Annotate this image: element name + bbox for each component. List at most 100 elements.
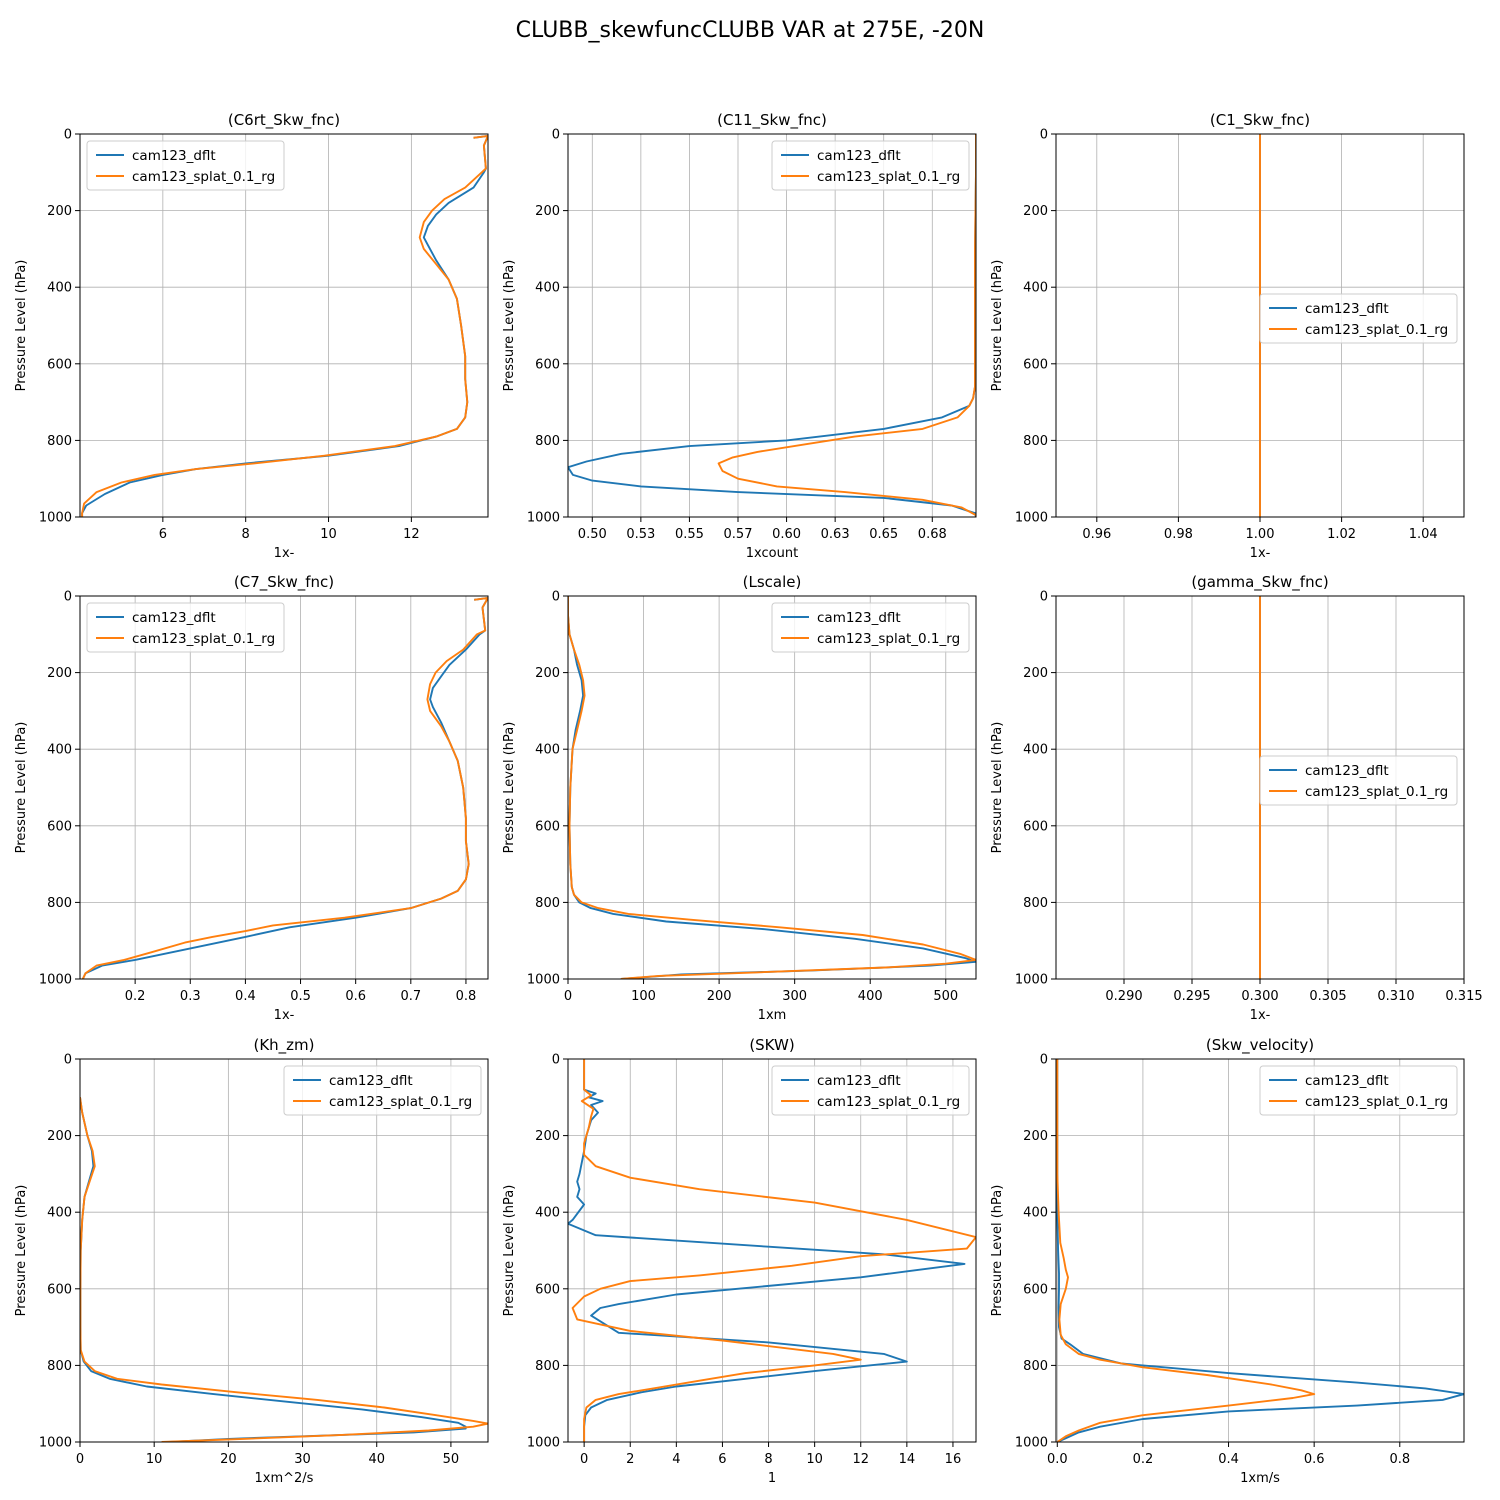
y-tick-label: 800 xyxy=(47,434,72,449)
series-line-dflt xyxy=(568,596,976,979)
x-tick-label: 0.96 xyxy=(1082,527,1111,542)
legend-box xyxy=(771,602,970,653)
y-tick-label: 600 xyxy=(535,819,560,834)
y-tick-label: 400 xyxy=(47,1206,72,1221)
panel-title: (C7_Skw_fnc) xyxy=(234,573,334,592)
legend-label: cam123_dflt xyxy=(817,610,901,626)
panel-title: (Skw_velocity) xyxy=(1206,1036,1314,1055)
panel-title: (gamma_Skw_fnc) xyxy=(1191,573,1328,592)
panels: 6 8 10 1202004006008001000(C6rt_Skw_fnc)1x-… xyxy=(14,111,1483,1486)
legend-box xyxy=(771,140,970,191)
x-tick-label: 14 xyxy=(899,1452,916,1467)
x-tick-label: 0.65 xyxy=(869,527,898,542)
panel-title: (C1_Skw_fnc) xyxy=(1210,111,1310,130)
x-tick-label: 0 xyxy=(564,989,572,1004)
y-axis-label: Pressure Level (hPa) xyxy=(990,260,1005,392)
series-group xyxy=(568,596,976,979)
series-group xyxy=(568,1059,976,1442)
axes-frame xyxy=(567,133,977,518)
y-axis-label: Pressure Level (hPa) xyxy=(990,1185,1005,1317)
legend-label: cam123_splat_0.1_rg xyxy=(1305,784,1448,800)
legend: cam123_dflt cam123_splat_0.1_rg xyxy=(1259,755,1458,806)
y-tick-label: 600 xyxy=(1023,1282,1048,1297)
series-line-dflt xyxy=(1056,1059,1464,1442)
legend: cam123_dflt cam123_splat_0.1_rg xyxy=(283,1065,482,1116)
x-tick-label: 500 xyxy=(933,989,958,1004)
y-tick-label: 0 xyxy=(552,590,560,605)
y-axis-label: Pressure Level (hPa) xyxy=(14,260,29,392)
x-axis-label: 1xm xyxy=(758,1008,787,1023)
axes-frame xyxy=(567,1058,977,1443)
x-tick-label: 10 xyxy=(320,527,337,542)
series-group xyxy=(568,134,976,517)
y-tick-label: 600 xyxy=(47,357,72,372)
y-tick-label: 0 xyxy=(1040,590,1048,605)
y-tick-label: 200 xyxy=(1023,204,1048,219)
y-axis-label: Pressure Level (hPa) xyxy=(990,722,1005,854)
legend-label: cam123_dflt xyxy=(132,148,216,164)
panel-4: 0.2 0.3 0.4 0.5 0.6 0.7 0.8 0 200 400 600 800 1000 (C… xyxy=(14,573,489,1023)
y-tick-label: 1000 xyxy=(39,1436,72,1451)
x-tick-label: 1.02 xyxy=(1327,527,1356,542)
y-tick-label: 400 xyxy=(535,281,560,296)
x-axis-label: 1x- xyxy=(1250,546,1271,561)
y-tick-label: 400 xyxy=(535,1206,560,1221)
y-tick-label: 800 xyxy=(47,1359,72,1374)
y-tick-label: 200 xyxy=(1023,1129,1048,1144)
y-tick-label: 400 xyxy=(1023,743,1048,758)
y-axis-label: Pressure Level (hPa) xyxy=(502,260,517,392)
y-tick-label: 200 xyxy=(535,1129,560,1144)
legend-label: cam123_dflt xyxy=(1305,1073,1389,1089)
x-tick-label: 0.295 xyxy=(1173,989,1210,1004)
panel-title: (Lscale) xyxy=(743,573,802,591)
series-line-dflt xyxy=(568,134,976,517)
y-tick-label: 0 xyxy=(64,590,72,605)
y-tick-label: 400 xyxy=(47,281,72,296)
y-tick-label: 600 xyxy=(1023,819,1048,834)
x-tick-label: 0.53 xyxy=(626,527,655,542)
y-tick-label: 800 xyxy=(535,434,560,449)
series-group xyxy=(81,134,488,517)
x-tick-label: 0.300 xyxy=(1241,989,1278,1004)
x-tick-label: 0.57 xyxy=(724,527,753,542)
panel-6: 0.290 0.295 0.300 0.305 0.310 0.315 0 200 400 600… xyxy=(990,573,1483,1023)
y-axis-label: Pressure Level (hPa) xyxy=(14,722,29,854)
legend-label: cam123_dflt xyxy=(817,148,901,164)
y-tick-label: 800 xyxy=(1023,434,1048,449)
y-tick-label: 1000 xyxy=(527,511,560,526)
x-tick-label: 0.7 xyxy=(400,989,421,1004)
x-axis-label: 1xm/s xyxy=(1240,1471,1280,1486)
x-axis-label: 1x- xyxy=(274,546,295,561)
x-tick-label: 0 xyxy=(76,1452,84,1467)
y-tick-label: 200 xyxy=(47,1129,72,1144)
y-tick-label: 1000 xyxy=(527,973,560,988)
legend-box xyxy=(1259,755,1458,806)
panel-8: 0 2 4 6 8 10 12 14 16 0 200 400 600 800 1000 (SKW) 1 Pres… xyxy=(502,1036,977,1486)
legend-box xyxy=(1259,1065,1458,1116)
x-tick-label: 0.55 xyxy=(675,527,704,542)
x-tick-label: 2 xyxy=(626,1452,634,1467)
panel-title: (SKW) xyxy=(749,1036,794,1054)
x-tick-label: 6 xyxy=(159,527,167,542)
x-tick-label: 0.60 xyxy=(772,527,801,542)
y-tick-label: 800 xyxy=(47,896,72,911)
series-line-splat xyxy=(81,596,488,979)
x-tick-label: 12 xyxy=(403,527,420,542)
legend: cam123_dflt cam123_splat_0.1_rg xyxy=(771,1065,970,1116)
y-tick-label: 1000 xyxy=(39,511,72,526)
x-axis-label: 1xm^2/s xyxy=(255,1471,314,1486)
x-tick-label: 0.2 xyxy=(125,989,146,1004)
axes-frame xyxy=(79,595,489,980)
x-tick-label: 0.6 xyxy=(345,989,366,1004)
series-group xyxy=(81,596,488,979)
x-tick-label: 8 xyxy=(764,1452,772,1467)
x-tick-label: 0.4 xyxy=(1218,1452,1239,1467)
y-tick-label: 800 xyxy=(1023,1359,1048,1374)
panel-5: 0 100 200 300 400 500 0 200 400 600 800 1000 (Lscale… xyxy=(502,573,977,1023)
y-tick-label: 0 xyxy=(552,1053,560,1068)
x-tick-label: 0.8 xyxy=(1389,1452,1410,1467)
series-line-splat xyxy=(571,1059,976,1442)
legend-label: cam123_splat_0.1_rg xyxy=(1305,322,1448,338)
x-tick-label: 10 xyxy=(806,1452,823,1467)
